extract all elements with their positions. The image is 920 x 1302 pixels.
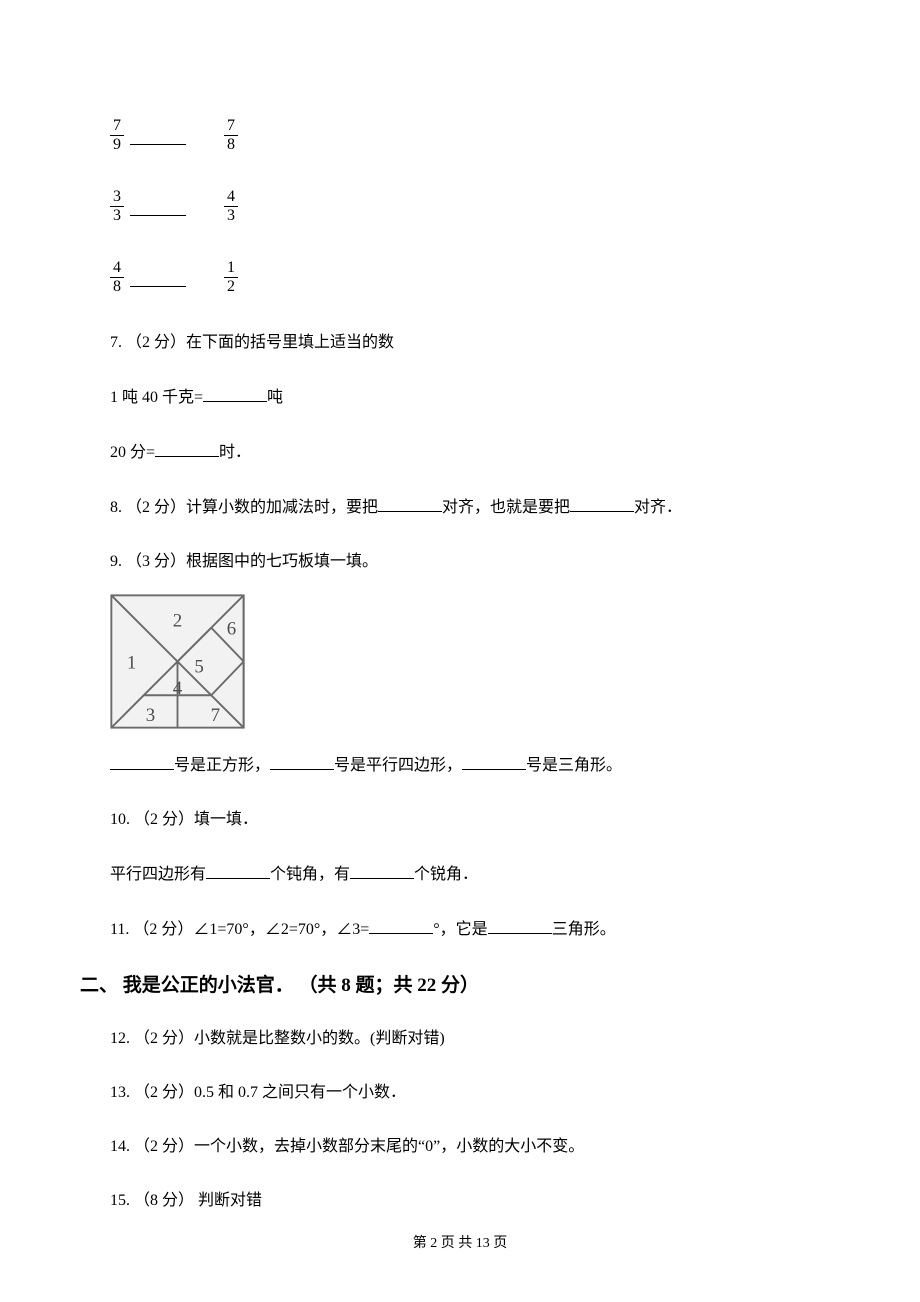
question-7-line2: 20 分=时． (110, 440, 850, 465)
comparison-blank (130, 199, 186, 216)
question-10-fill: 平行四边形有个钝角，有个锐角． (110, 862, 850, 887)
page: 7 9 7 8 3 3 4 3 4 8 1 2 (0, 0, 920, 1302)
svg-text:3: 3 (146, 705, 155, 726)
svg-text:5: 5 (194, 656, 203, 677)
question-13: 13. （2 分）0.5 和 0.7 之间只有一个小数． (110, 1081, 850, 1105)
fill-blank (488, 917, 552, 934)
fill-blank (570, 495, 634, 512)
fill-blank (206, 862, 270, 879)
question-14: 14. （2 分）一个小数，去掉小数部分末尾的“0”，小数的大小不变。 (110, 1135, 850, 1159)
svg-text:2: 2 (173, 610, 182, 631)
page-footer: 第 2 页 共 13 页 (0, 1233, 920, 1254)
fraction-7-8: 7 8 (224, 118, 238, 153)
question-7-line1: 1 吨 40 千克=吨 (110, 385, 850, 410)
question-9-label: 9. （3 分）根据图中的七巧板填一填。 (110, 550, 850, 574)
fill-blank (110, 753, 174, 770)
fraction-7-9: 7 9 (110, 118, 124, 153)
svg-text:7: 7 (211, 705, 220, 726)
question-11: 11. （2 分）∠1=70°，∠2=70°，∠3=°，它是三角形。 (110, 917, 850, 942)
tangram-figure: 1 2 3 4 5 6 7 (110, 594, 245, 729)
fraction-row-2: 3 3 4 3 (110, 189, 850, 224)
fraction-4-3: 4 3 (224, 189, 238, 224)
fraction-row-3: 4 8 1 2 (110, 260, 850, 295)
fraction-3-3: 3 3 (110, 189, 124, 224)
svg-text:6: 6 (227, 619, 236, 640)
question-12: 12. （2 分）小数就是比整数小的数。(判断对错) (110, 1027, 850, 1051)
svg-text:1: 1 (127, 652, 136, 673)
fill-blank (270, 753, 334, 770)
fill-blank (350, 862, 414, 879)
comparison-blank (130, 270, 186, 287)
fill-blank (155, 440, 219, 457)
fill-blank (378, 495, 442, 512)
fill-blank (462, 753, 526, 770)
svg-text:4: 4 (173, 678, 183, 699)
fraction-1-2: 1 2 (224, 260, 238, 295)
question-7-label: 7. （2 分）在下面的括号里填上适当的数 (110, 331, 850, 355)
section-2-heading: 二、 我是公正的小法官． （共 8 题；共 22 分） (80, 972, 850, 1001)
question-7: 7. （2 分）在下面的括号里填上适当的数 (110, 331, 850, 355)
question-9-fill: 号是正方形，号是平行四边形，号是三角形。 (110, 753, 850, 778)
question-8: 8. （2 分）计算小数的加减法时，要把对齐，也就是要把对齐． (110, 495, 850, 520)
fill-blank (369, 917, 433, 934)
fraction-row-1: 7 9 7 8 (110, 118, 850, 153)
fill-blank (203, 385, 267, 402)
fraction-4-8: 4 8 (110, 260, 124, 295)
question-10-label: 10. （2 分）填一填． (110, 808, 850, 832)
comparison-blank (130, 128, 186, 145)
question-15: 15. （8 分） 判断对错 (110, 1189, 850, 1213)
